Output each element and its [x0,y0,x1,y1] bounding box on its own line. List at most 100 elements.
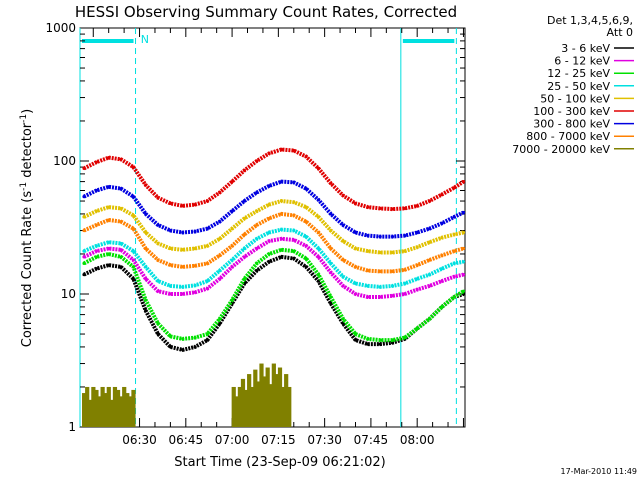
series-3 [82,227,466,289]
series-3-point [193,283,197,288]
series-4-point [144,230,148,235]
series-4-point [168,246,172,251]
series-0-point [156,332,160,336]
series-7-point [242,232,247,237]
series-6-point [119,187,123,191]
series-8-bar [262,376,267,427]
legend-entry-label: 300 - 800 keV [533,118,610,131]
series-7-point [156,258,160,262]
series-4-point [218,237,222,241]
series-6-point [304,187,308,191]
series-4-point [181,248,185,252]
series-2-point [255,261,259,265]
series-6-point [94,188,98,193]
series-3-point [341,275,345,279]
series-8-bar [234,396,239,427]
series-7-point [378,269,382,273]
series-1-point [230,265,234,269]
series-0-point [218,321,222,326]
series-5-point [193,203,197,207]
series-0-point [255,268,259,273]
series-7-point [218,253,222,258]
x-tick-label: 07:00 [215,433,250,447]
series-3-point [144,265,148,269]
series-8-bar [259,363,264,427]
series-8-bar [231,386,236,427]
series-6-point [403,233,407,238]
series-2-point [452,295,456,299]
series-6-point [390,235,395,239]
x-axis-label: Start Time (23-Sep-09 06:21:02) [174,455,385,470]
series-1-point [353,292,358,296]
series-2-point [329,295,333,299]
data-series [82,147,466,427]
series-1-point [292,238,296,242]
series-4-point [304,205,308,209]
series-7-point [341,258,345,262]
series-2-point [144,298,148,302]
series-7-point [267,216,271,221]
series-8-bar [131,389,136,427]
series-7-point [94,223,98,227]
series-2-point [193,336,197,340]
series-1-point [440,279,444,283]
series-6-point [415,230,419,235]
series-2-point [366,337,370,341]
series-6-point [440,221,444,225]
series-3-point [329,261,333,265]
series-6-point [131,194,135,199]
series-6-point [452,215,456,219]
series-8-bar [128,396,133,427]
series-2-point [242,277,247,281]
series-4-point [242,216,247,221]
series-8-bar [237,386,242,427]
series-7-point [193,264,197,268]
series-8-bar [240,378,246,427]
series-8-bar [268,384,273,427]
y-label-part: -1 [19,114,29,123]
series-0-point [168,345,172,349]
series-3-point [403,281,407,286]
series-3-point [366,284,370,288]
series-4-point [415,245,419,249]
series-4-point [205,244,210,248]
series-5-point [292,148,296,153]
series-8-bar [94,389,99,427]
chart-title: HESSI Observing Summary Count Rates, Cor… [75,3,457,21]
series-3-point [94,244,98,248]
series-0-point [94,267,98,271]
series-5-point [304,154,308,159]
series-4-point [461,230,466,235]
series-6-point [279,180,284,184]
series-8-bar [109,399,114,427]
series-6-point [329,212,333,216]
series-5-point [353,201,358,205]
series-5-point [378,206,382,211]
series-2-point [461,289,466,293]
series-8-bar [253,369,258,427]
series-3-point [353,281,358,286]
series-0-point [329,301,333,305]
series-3-point [390,284,395,288]
series-2-point [119,255,123,259]
series-1-point [267,239,271,243]
series-5-point [144,183,148,187]
series-8-bar [115,389,121,427]
series-5-point [205,199,210,203]
series-6-point [205,227,210,231]
series-8-bar [88,399,93,427]
series-8-bar [280,386,286,427]
series-4-point [341,239,345,243]
series-4-point [427,240,432,244]
series-2-point [156,321,160,326]
series-6-point [461,210,466,215]
series-2-point [279,248,284,252]
series-7-point [205,261,210,265]
x-tick-label: 07:30 [307,433,342,447]
series-4-point [131,213,135,217]
series-2-point [230,298,234,302]
series-7-point [279,212,284,216]
series-7-point [255,223,259,227]
series-1-point [316,255,321,259]
series-4-point [329,228,333,233]
